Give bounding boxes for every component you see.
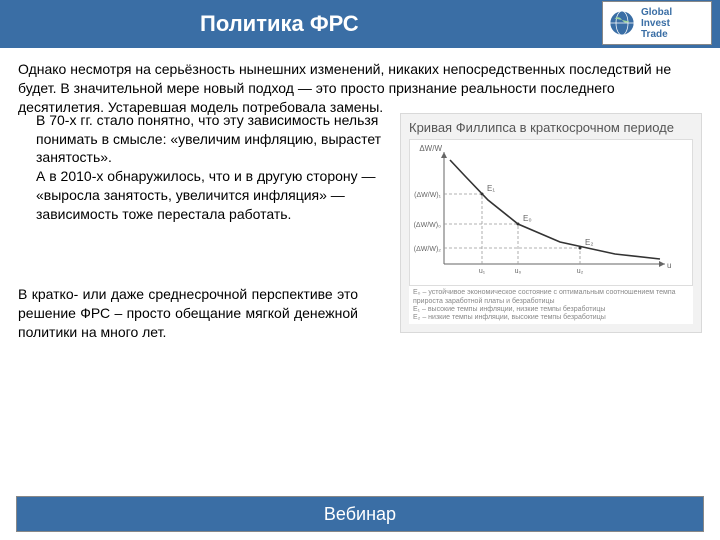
svg-text:(ΔW/W)₀: (ΔW/W)₀ (414, 222, 441, 229)
paragraph-2a: В 70-х гг. стало понятно, что эту зависи… (36, 112, 381, 166)
page-title: Политика ФРС (200, 11, 359, 37)
svg-text:u₀: u₀ (515, 268, 522, 275)
chart-canvas: ΔW/W u (ΔW/W)₁ u₁ E₁ (ΔW/W)₀ u₀ E₀ (ΔW/W)₂ u₂ E₂ (409, 139, 693, 286)
svg-text:(ΔW/W)₁: (ΔW/W)₁ (414, 192, 441, 199)
legend-e0: E₀ – устойчивое экономическое состояние … (413, 289, 689, 306)
chart-title: Кривая Филлипса в краткосрочном периоде (409, 120, 693, 136)
logo-text: Global Invest Trade (641, 7, 672, 40)
phillips-chart: Кривая Филлипса в краткосрочном периоде … (400, 113, 702, 333)
svg-text:u: u (667, 261, 671, 270)
footer-bar: Вебинар (16, 496, 704, 532)
body: Однако несмотря на серьёзность нынешних … (0, 48, 720, 342)
svg-text:(ΔW/W)₂: (ΔW/W)₂ (414, 246, 441, 253)
svg-text:E₂: E₂ (585, 238, 593, 247)
paragraph-2: В 70-х гг. стало понятно, что эту зависи… (18, 103, 388, 224)
logo: Global Invest Trade (602, 1, 712, 45)
svg-text:E₀: E₀ (523, 214, 532, 223)
svg-text:E₁: E₁ (487, 184, 495, 193)
svg-text:u₁: u₁ (479, 268, 486, 275)
paragraph-3: В кратко- или даже среднесрочной перспек… (18, 285, 358, 342)
logo-line1: Global (641, 7, 672, 18)
chart-svg: ΔW/W u (ΔW/W)₁ u₁ E₁ (ΔW/W)₀ u₀ E₀ (ΔW/W)₂ u₂ E₂ (410, 140, 692, 280)
footer-label: Вебинар (324, 504, 396, 525)
globe-icon (607, 8, 637, 38)
logo-line2: Invest (641, 18, 672, 29)
chart-legend: E₀ – устойчивое экономическое состояние … (409, 286, 693, 324)
paragraph-2b: А в 2010-х обнаружилось, что и в другую … (36, 168, 376, 222)
svg-text:ΔW/W: ΔW/W (419, 144, 442, 153)
logo-line3: Trade (641, 29, 672, 40)
svg-text:u₂: u₂ (577, 268, 584, 275)
header-bar: Политика ФРС Global Invest Trade (0, 0, 720, 48)
legend-e2: E₂ – низкие темпы инфляции, высокие темп… (413, 314, 689, 322)
